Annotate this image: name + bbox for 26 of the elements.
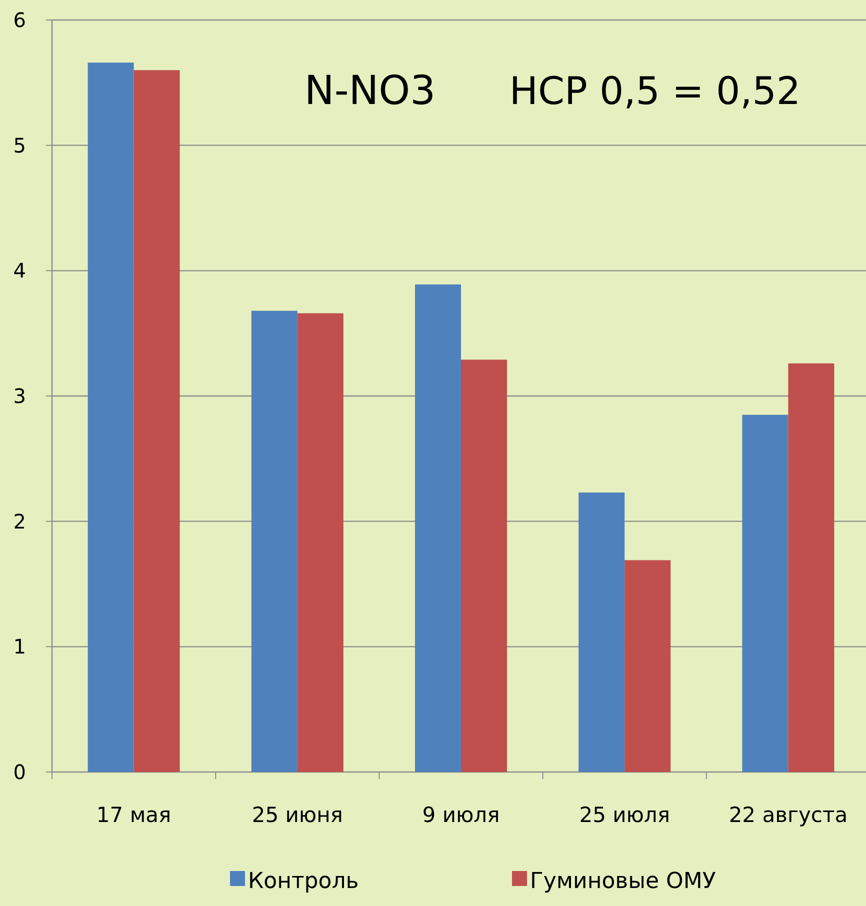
legend-label: Гуминовые ОМУ — [530, 869, 716, 894]
x-tick-label: 22 августа — [728, 803, 848, 827]
bar — [251, 310, 298, 772]
x-tick-label: 25 июля — [579, 803, 670, 827]
y-tick-label: 4 — [13, 258, 26, 283]
y-tick-label: 0 — [13, 760, 26, 784]
y-tick-label: 2 — [13, 509, 26, 534]
bar — [297, 313, 344, 772]
bar — [578, 492, 625, 772]
bar — [788, 363, 834, 772]
bar — [88, 62, 134, 772]
x-tick-label: 9 июля — [422, 803, 500, 827]
y-tick-label: 1 — [13, 634, 26, 659]
bar — [461, 360, 507, 772]
bar — [742, 414, 788, 772]
annotation: НСР 0,5 = 0,52 — [509, 69, 801, 113]
legend-label: Контроль — [248, 869, 359, 894]
bar — [624, 560, 671, 772]
x-tick-label: 25 июня — [252, 803, 343, 827]
bar — [415, 284, 461, 772]
y-tick-label: 6 — [13, 8, 26, 32]
bar — [134, 70, 180, 772]
y-tick-label: 5 — [13, 133, 26, 158]
y-tick-label: 3 — [13, 384, 26, 408]
text: N-NO3 — [304, 68, 436, 114]
x-tick-label: 17 мая — [96, 803, 172, 827]
